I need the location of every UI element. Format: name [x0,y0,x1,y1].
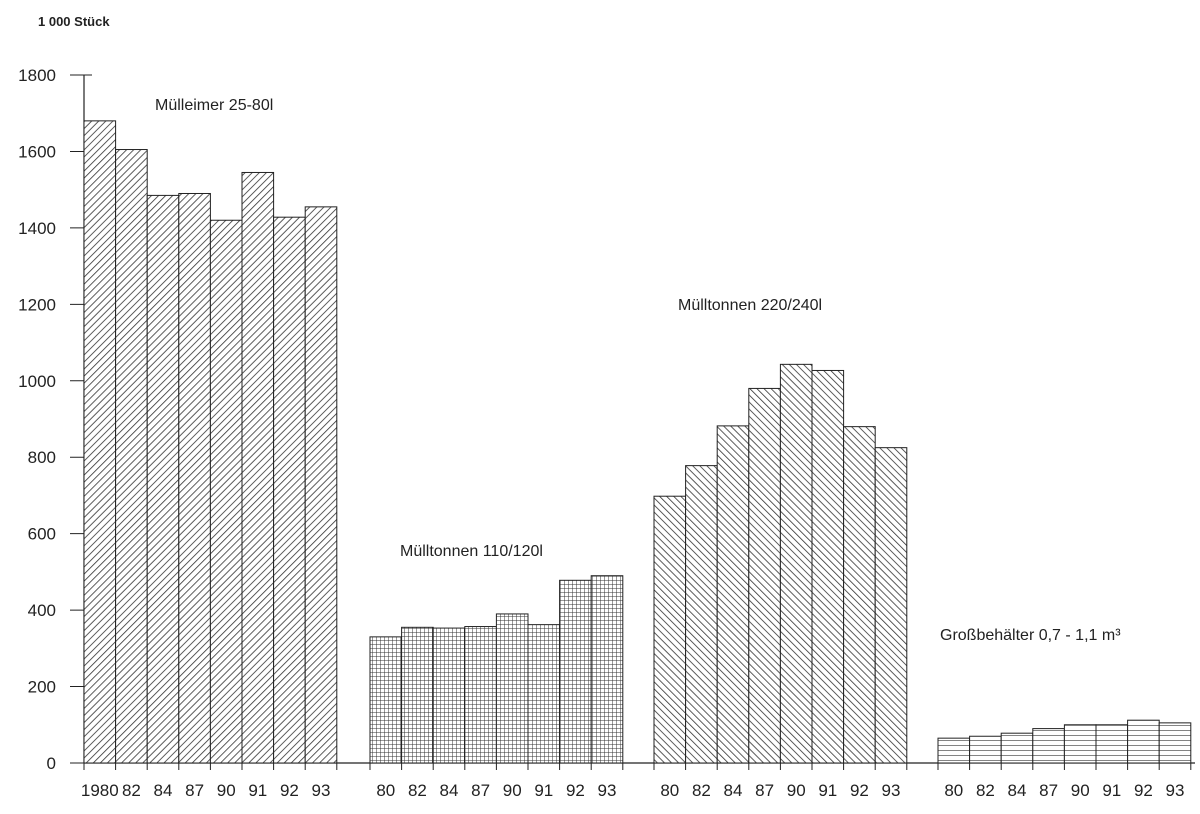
y-tick-label: 1000 [18,372,56,391]
y-tick-label: 1200 [18,295,56,314]
bar [748,387,781,764]
bar [653,495,687,764]
x-tick-label: 91 [1102,781,1121,800]
bar [1063,724,1097,764]
bar [527,624,561,764]
bar [495,613,529,764]
x-tick-label: 92 [850,781,869,800]
bar [937,737,971,764]
series-label: Mülltonnen 220/240l [678,297,822,314]
series-label: Großbehälter 0,7 - 1,1 m³ [940,627,1121,644]
series-label: Mülleimer 25-80l [155,97,273,114]
x-tick-label: 84 [724,781,743,800]
y-tick-label: 200 [28,678,56,697]
x-tick-label: 92 [280,781,299,800]
bar [1032,728,1065,764]
x-tick-label: 80 [660,781,679,800]
x-tick-label: 91 [248,781,267,800]
x-tick-label: 90 [1071,781,1090,800]
y-tick-label: 400 [28,601,56,620]
bar [1127,719,1160,764]
x-tick-label: 87 [185,781,204,800]
x-tick-label: 80 [944,781,963,800]
y-tick-label: 1800 [18,66,56,85]
y-axis-unit-label: 1 000 Stück [38,14,110,29]
bar [115,149,148,764]
y-tick-label: 1400 [18,219,56,238]
x-tick-label: 87 [755,781,774,800]
bar [811,369,845,764]
bar [304,206,338,764]
x-tick-label: 80 [376,781,395,800]
bar [685,465,718,764]
x-tick-label: 90 [217,781,236,800]
bar [559,579,592,764]
bar [83,120,117,764]
bar [464,626,497,764]
bar [178,192,211,764]
x-tick-label: 93 [882,781,901,800]
bar [209,219,243,764]
bar [590,575,624,764]
x-tick-label: 92 [566,781,585,800]
bars-layer [83,120,1192,764]
bar [241,171,275,764]
x-tick-label: 91 [818,781,837,800]
bar [874,447,908,764]
bar [401,626,434,764]
x-tick-label: 87 [471,781,490,800]
x-tick-label: 84 [440,781,459,800]
x-tick-label: 91 [534,781,553,800]
x-tick-label: 82 [408,781,427,800]
bar [432,627,466,764]
bar [146,194,180,764]
bar [1158,722,1192,764]
bar [779,363,813,764]
series-label: Mülltonnen 110/120l [400,543,543,560]
bar [716,425,750,764]
y-tick-label: 1600 [18,142,56,161]
x-tick-label: 82 [692,781,711,800]
x-tick-label: 93 [1166,781,1185,800]
x-tick-label: 1980 [81,781,119,800]
x-tick-label: 93 [598,781,617,800]
bar [273,216,306,764]
x-tick-label: 82 [976,781,995,800]
x-tick-label: 93 [312,781,331,800]
x-tick-label: 84 [1008,781,1027,800]
bar [969,735,1002,764]
x-tick-label: 90 [503,781,522,800]
x-tick-label: 90 [787,781,806,800]
y-tick-label: 800 [28,448,56,467]
bar [369,636,403,764]
bar [1095,724,1129,764]
bar [843,426,876,764]
y-tick-label: 600 [28,525,56,544]
x-tick-label: 92 [1134,781,1153,800]
x-tick-label: 84 [154,781,173,800]
x-tick-label: 87 [1039,781,1058,800]
x-tick-label: 82 [122,781,141,800]
y-tick-label: 0 [47,754,56,773]
bar [1000,732,1034,764]
